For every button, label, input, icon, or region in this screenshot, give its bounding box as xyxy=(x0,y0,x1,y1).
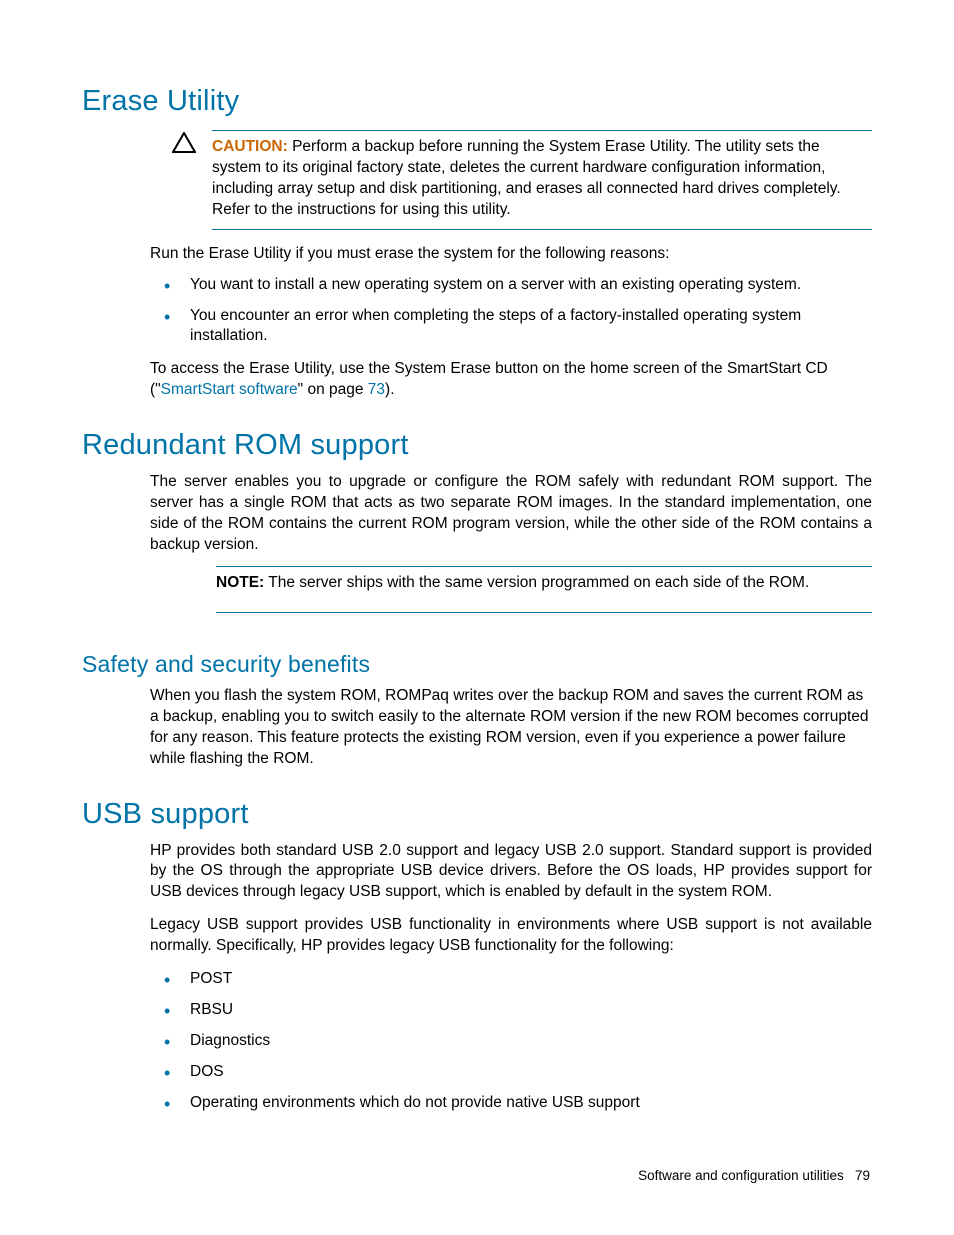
list-item: POST xyxy=(150,969,872,990)
list-item: DOS xyxy=(150,1062,872,1083)
caution-callout: CAUTION: Perform a backup before running… xyxy=(172,130,872,230)
list-item-text: DOS xyxy=(190,1063,224,1080)
list-item: Operating environments which do not prov… xyxy=(150,1093,872,1114)
note-body-wrap: NOTE: The server ships with the same ver… xyxy=(216,566,872,613)
caution-text: Perform a backup before running the Syst… xyxy=(212,138,841,218)
list-item-text: You encounter an error when completing t… xyxy=(190,307,801,345)
list-item-text: You want to install a new operating syst… xyxy=(190,276,801,293)
note-callout: NOTE: The server ships with the same ver… xyxy=(216,566,872,613)
heading-redundant-rom: Redundant ROM support xyxy=(82,429,872,462)
list-item: Diagnostics xyxy=(150,1031,872,1052)
redundant-body: The server enables you to upgrade or con… xyxy=(150,472,872,556)
heading-usb-support: USB support xyxy=(82,798,872,831)
safety-body: When you flash the system ROM, ROMPaq wr… xyxy=(150,686,872,770)
list-item-text: RBSU xyxy=(190,1001,233,1018)
usb-para1: HP provides both standard USB 2.0 suppor… xyxy=(150,841,872,904)
erase-intro: Run the Erase Utility if you must erase … xyxy=(150,244,872,265)
caution-body-wrap: CAUTION: Perform a backup before running… xyxy=(212,130,872,230)
erase-access-post: ). xyxy=(385,381,394,398)
erase-bullet-list: You want to install a new operating syst… xyxy=(150,275,872,348)
erase-access-mid: " on page xyxy=(298,381,368,398)
list-item: RBSU xyxy=(150,1000,872,1021)
heading-safety-security: Safety and security benefits xyxy=(82,651,872,678)
note-label: NOTE: xyxy=(216,574,264,591)
erase-access: To access the Erase Utility, use the Sys… xyxy=(150,359,872,401)
page-footer: Software and configuration utilities 79 xyxy=(638,1168,870,1183)
list-item: You want to install a new operating syst… xyxy=(150,275,872,296)
usb-bullet-list: POST RBSU Diagnostics DOS Operating envi… xyxy=(150,969,872,1114)
page-link[interactable]: 73 xyxy=(368,381,385,398)
heading-erase-utility: Erase Utility xyxy=(82,85,872,118)
list-item: You encounter an error when completing t… xyxy=(150,306,872,348)
footer-page-number: 79 xyxy=(855,1168,870,1183)
note-text: The server ships with the same version p… xyxy=(268,574,809,591)
caution-label: CAUTION: xyxy=(212,138,288,155)
caution-icon xyxy=(172,130,212,154)
usb-para2: Legacy USB support provides USB function… xyxy=(150,915,872,957)
list-item-text: Diagnostics xyxy=(190,1032,270,1049)
list-item-text: POST xyxy=(190,970,232,987)
smartstart-link[interactable]: SmartStart software xyxy=(161,381,298,398)
footer-text: Software and configuration utilities xyxy=(638,1168,844,1183)
list-item-text: Operating environments which do not prov… xyxy=(190,1094,640,1111)
